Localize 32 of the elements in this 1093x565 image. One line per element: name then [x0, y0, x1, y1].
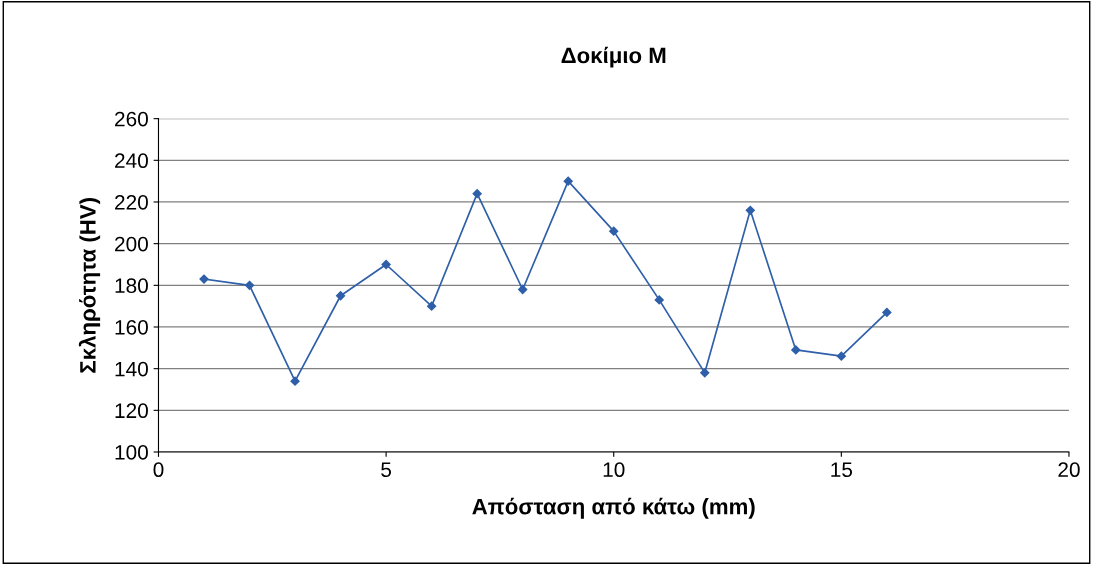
point	[381, 259, 391, 270]
y-tick-label: 240	[115, 153, 148, 169]
point	[791, 345, 801, 355]
point	[654, 295, 664, 305]
x-tick-label: 0	[153, 462, 164, 478]
x-tick-label: 15	[831, 462, 853, 478]
point	[518, 284, 528, 295]
y-tick-label: 180	[115, 278, 148, 294]
x-tick-label: 5	[381, 462, 392, 478]
point	[472, 189, 482, 199]
y-tick-label: 120	[115, 403, 148, 419]
y-axis-title: Σκληρότητα (HV)	[78, 198, 101, 373]
y-tick-label: 200	[115, 236, 148, 252]
point	[427, 301, 437, 311]
x-axis-title: Απόσταση από κάτω (mm)	[472, 497, 755, 519]
y-tick-label: 220	[115, 194, 148, 210]
point	[882, 307, 892, 318]
x-tick-label: 10	[603, 462, 625, 478]
y-tick-label: 160	[115, 320, 148, 335]
y-tick-label: 100	[115, 445, 148, 460]
point	[290, 376, 300, 386]
point	[836, 351, 846, 361]
point	[335, 291, 346, 301]
y-tick-label: 140	[115, 361, 148, 377]
point	[244, 280, 255, 290]
point	[700, 368, 710, 378]
chart-title: Δοκίμιο M	[561, 46, 666, 68]
x-tick-label: 20	[1058, 462, 1080, 478]
point	[563, 176, 573, 186]
point	[609, 226, 619, 236]
point	[745, 205, 755, 215]
y-tick-label: 260	[115, 111, 148, 127]
